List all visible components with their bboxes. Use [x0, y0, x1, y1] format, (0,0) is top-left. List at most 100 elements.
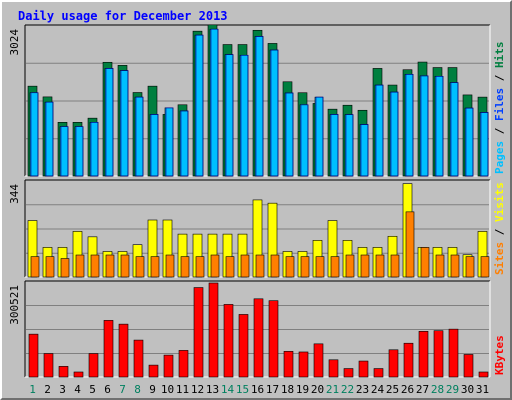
bar-sites: [30, 256, 40, 278]
bar-sites: [270, 254, 280, 278]
day-label: 6: [104, 383, 111, 396]
bar-sites: [180, 256, 190, 278]
legend-kbytes: KBytes: [493, 335, 506, 375]
bar-kbytes: [433, 330, 444, 378]
bar-kbytes: [328, 359, 339, 378]
bar-kbytes: [448, 328, 459, 378]
bar-kbytes: [283, 351, 294, 378]
bar-sites: [330, 256, 340, 278]
bar-pages: [60, 126, 69, 177]
bar-sites: [435, 254, 445, 278]
bar-kbytes: [193, 287, 204, 378]
day-label: 7: [119, 383, 126, 396]
bar-kbytes: [88, 353, 99, 378]
bar-pages: [345, 114, 354, 177]
bar-pages: [255, 36, 264, 177]
panels: 3024 Pages / Files / Hits 344 Sites / Visit…: [8, 24, 506, 378]
day-label: 24: [371, 383, 385, 396]
legend-sites: Sites: [493, 242, 506, 275]
bar-pages: [195, 34, 204, 177]
bar-sites: [390, 254, 400, 278]
bar-pages: [240, 54, 249, 177]
bar-sites: [105, 254, 115, 278]
bar-pages: [270, 49, 279, 177]
day-label: 12: [191, 383, 204, 396]
bar-pages: [465, 107, 474, 177]
bar-kbytes: [58, 366, 69, 378]
day-label: 31: [476, 383, 489, 396]
bar-sites: [60, 258, 70, 278]
day-label: 10: [161, 383, 174, 396]
bar-sites: [195, 256, 205, 278]
panel-kbytes: 300521 KBytes: [8, 280, 506, 378]
bar-pages: [75, 126, 84, 177]
bar-pages: [330, 114, 339, 177]
bar-kbytes: [358, 360, 369, 378]
bar-sites: [135, 256, 145, 278]
bar-kbytes: [253, 298, 264, 378]
bar-kbytes: [163, 354, 174, 378]
panel-visitors: 344 Sites / Visits: [8, 179, 506, 278]
bar-sites: [315, 256, 325, 278]
legend-text: Sites / Visits: [493, 182, 506, 275]
bar-sites: [480, 256, 490, 278]
day-label: 4: [74, 383, 81, 396]
day-label: 25: [386, 383, 399, 396]
bar-sites: [210, 254, 220, 278]
bar-sites: [420, 247, 430, 278]
bar-sites: [300, 256, 310, 278]
legend-separator: /: [493, 222, 506, 242]
bar-pages: [90, 122, 99, 177]
bar-kbytes: [178, 350, 189, 378]
day-label: 21: [326, 383, 339, 396]
day-labels: 1 2 3 4 5 6 7 8 9 10 11 12 13 14 15 16 17 18 19 20 21 22 23 24 2…: [29, 383, 489, 396]
bar-pages: [420, 75, 429, 177]
bar-sites: [285, 256, 295, 278]
day-label: 18: [281, 383, 294, 396]
bar-sites: [165, 254, 175, 278]
day-label: 13: [206, 383, 219, 396]
day-label: 30: [461, 383, 474, 396]
day-label: 9: [149, 383, 156, 396]
bar-pages: [210, 28, 219, 177]
bar-pages: [315, 96, 324, 177]
bar-pages: [165, 107, 174, 177]
day-label: 15: [236, 383, 249, 396]
legend-files: Files: [493, 88, 506, 121]
bar-kbytes: [118, 323, 129, 378]
legend-separator: /: [493, 121, 506, 141]
day-label: 14: [221, 383, 235, 396]
day-label: 20: [311, 383, 324, 396]
bar-sites: [120, 254, 130, 278]
bar-sites: [150, 256, 160, 278]
legend-hits: Hits: [493, 42, 506, 69]
bar-pages: [450, 82, 459, 177]
legend-text: KBytes: [493, 335, 506, 375]
day-label: 28: [431, 383, 444, 396]
bar-sites: [255, 254, 265, 278]
day-label: 2: [44, 383, 51, 396]
bar-sites: [345, 254, 355, 278]
bar-kbytes: [73, 371, 84, 378]
chart-title: Daily usage for December 2013: [18, 9, 228, 23]
bar-pages: [390, 91, 399, 177]
day-label: 17: [266, 383, 279, 396]
max-value-label: 300521: [8, 285, 21, 325]
bar-pages: [435, 76, 444, 177]
day-label: 5: [89, 383, 96, 396]
legend-kbytes: KBytes: [493, 335, 506, 375]
bar-sites: [225, 256, 235, 278]
bar-pages: [135, 96, 144, 177]
legend-pages: Pages: [493, 141, 506, 174]
bar-pages: [285, 92, 294, 177]
legend-visits: Visits: [493, 182, 506, 222]
day-label: 3: [59, 383, 66, 396]
bar-kbytes: [148, 364, 159, 378]
bar-sites: [405, 211, 415, 278]
bar-kbytes: [478, 371, 489, 378]
bar-pages: [30, 92, 39, 177]
day-label: 19: [296, 383, 309, 396]
bar-kbytes: [223, 304, 234, 378]
bar-sites: [240, 254, 250, 278]
day-label: 8: [134, 383, 141, 396]
